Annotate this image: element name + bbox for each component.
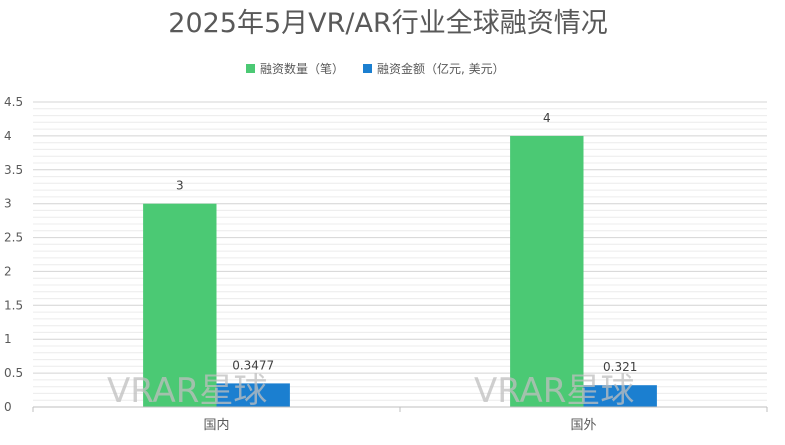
y-tick-label: 4 xyxy=(4,129,12,143)
x-axis: 国内 国外 xyxy=(32,406,768,433)
y-tick-label: 3.5 xyxy=(4,163,23,177)
category-label: 国内 xyxy=(203,417,229,433)
y-tick-label: 0.5 xyxy=(4,366,23,380)
y-tick-label: 4.5 xyxy=(4,95,23,109)
data-label: 0.3477 xyxy=(232,358,274,372)
y-tick-label: 1.5 xyxy=(4,298,23,312)
data-label: 0.321 xyxy=(603,360,637,374)
watermarks: VRAR星球 VRAR星球 xyxy=(107,371,634,411)
legend-label-amount: 融资金额（亿元, 美元） xyxy=(377,61,505,76)
legend-label-count: 融资数量（笔） xyxy=(260,61,344,76)
legend-swatch-amount xyxy=(363,64,372,73)
y-tick-label: 1 xyxy=(4,332,12,346)
bar-amount xyxy=(583,385,657,407)
legend-swatch-count xyxy=(246,64,255,73)
bars xyxy=(143,135,657,407)
data-labels: 3 4 0.3477 0.321 xyxy=(176,111,637,374)
bar-count xyxy=(510,135,584,407)
watermark-text: VRAR星球 xyxy=(107,371,267,411)
data-label: 4 xyxy=(543,111,551,125)
y-tick-label: 2.5 xyxy=(4,231,23,245)
bar-count xyxy=(143,203,217,407)
chart-title: 2025年5月VR/AR行业全球融资情况 xyxy=(168,8,607,39)
data-label: 3 xyxy=(176,179,184,193)
watermark-text: VRAR星球 xyxy=(474,371,634,411)
bar-amount xyxy=(216,383,290,407)
y-axis: 0 0.5 1 1.5 2 2.5 3 3.5 4 4.5 xyxy=(4,95,23,414)
legend: 融资数量（笔） 融资金额（亿元, 美元） xyxy=(246,61,505,76)
y-tick-label: 3 xyxy=(4,197,12,211)
category-label: 国外 xyxy=(570,418,596,433)
y-tick-label: 0 xyxy=(4,400,12,414)
y-tick-label: 2 xyxy=(4,264,12,278)
